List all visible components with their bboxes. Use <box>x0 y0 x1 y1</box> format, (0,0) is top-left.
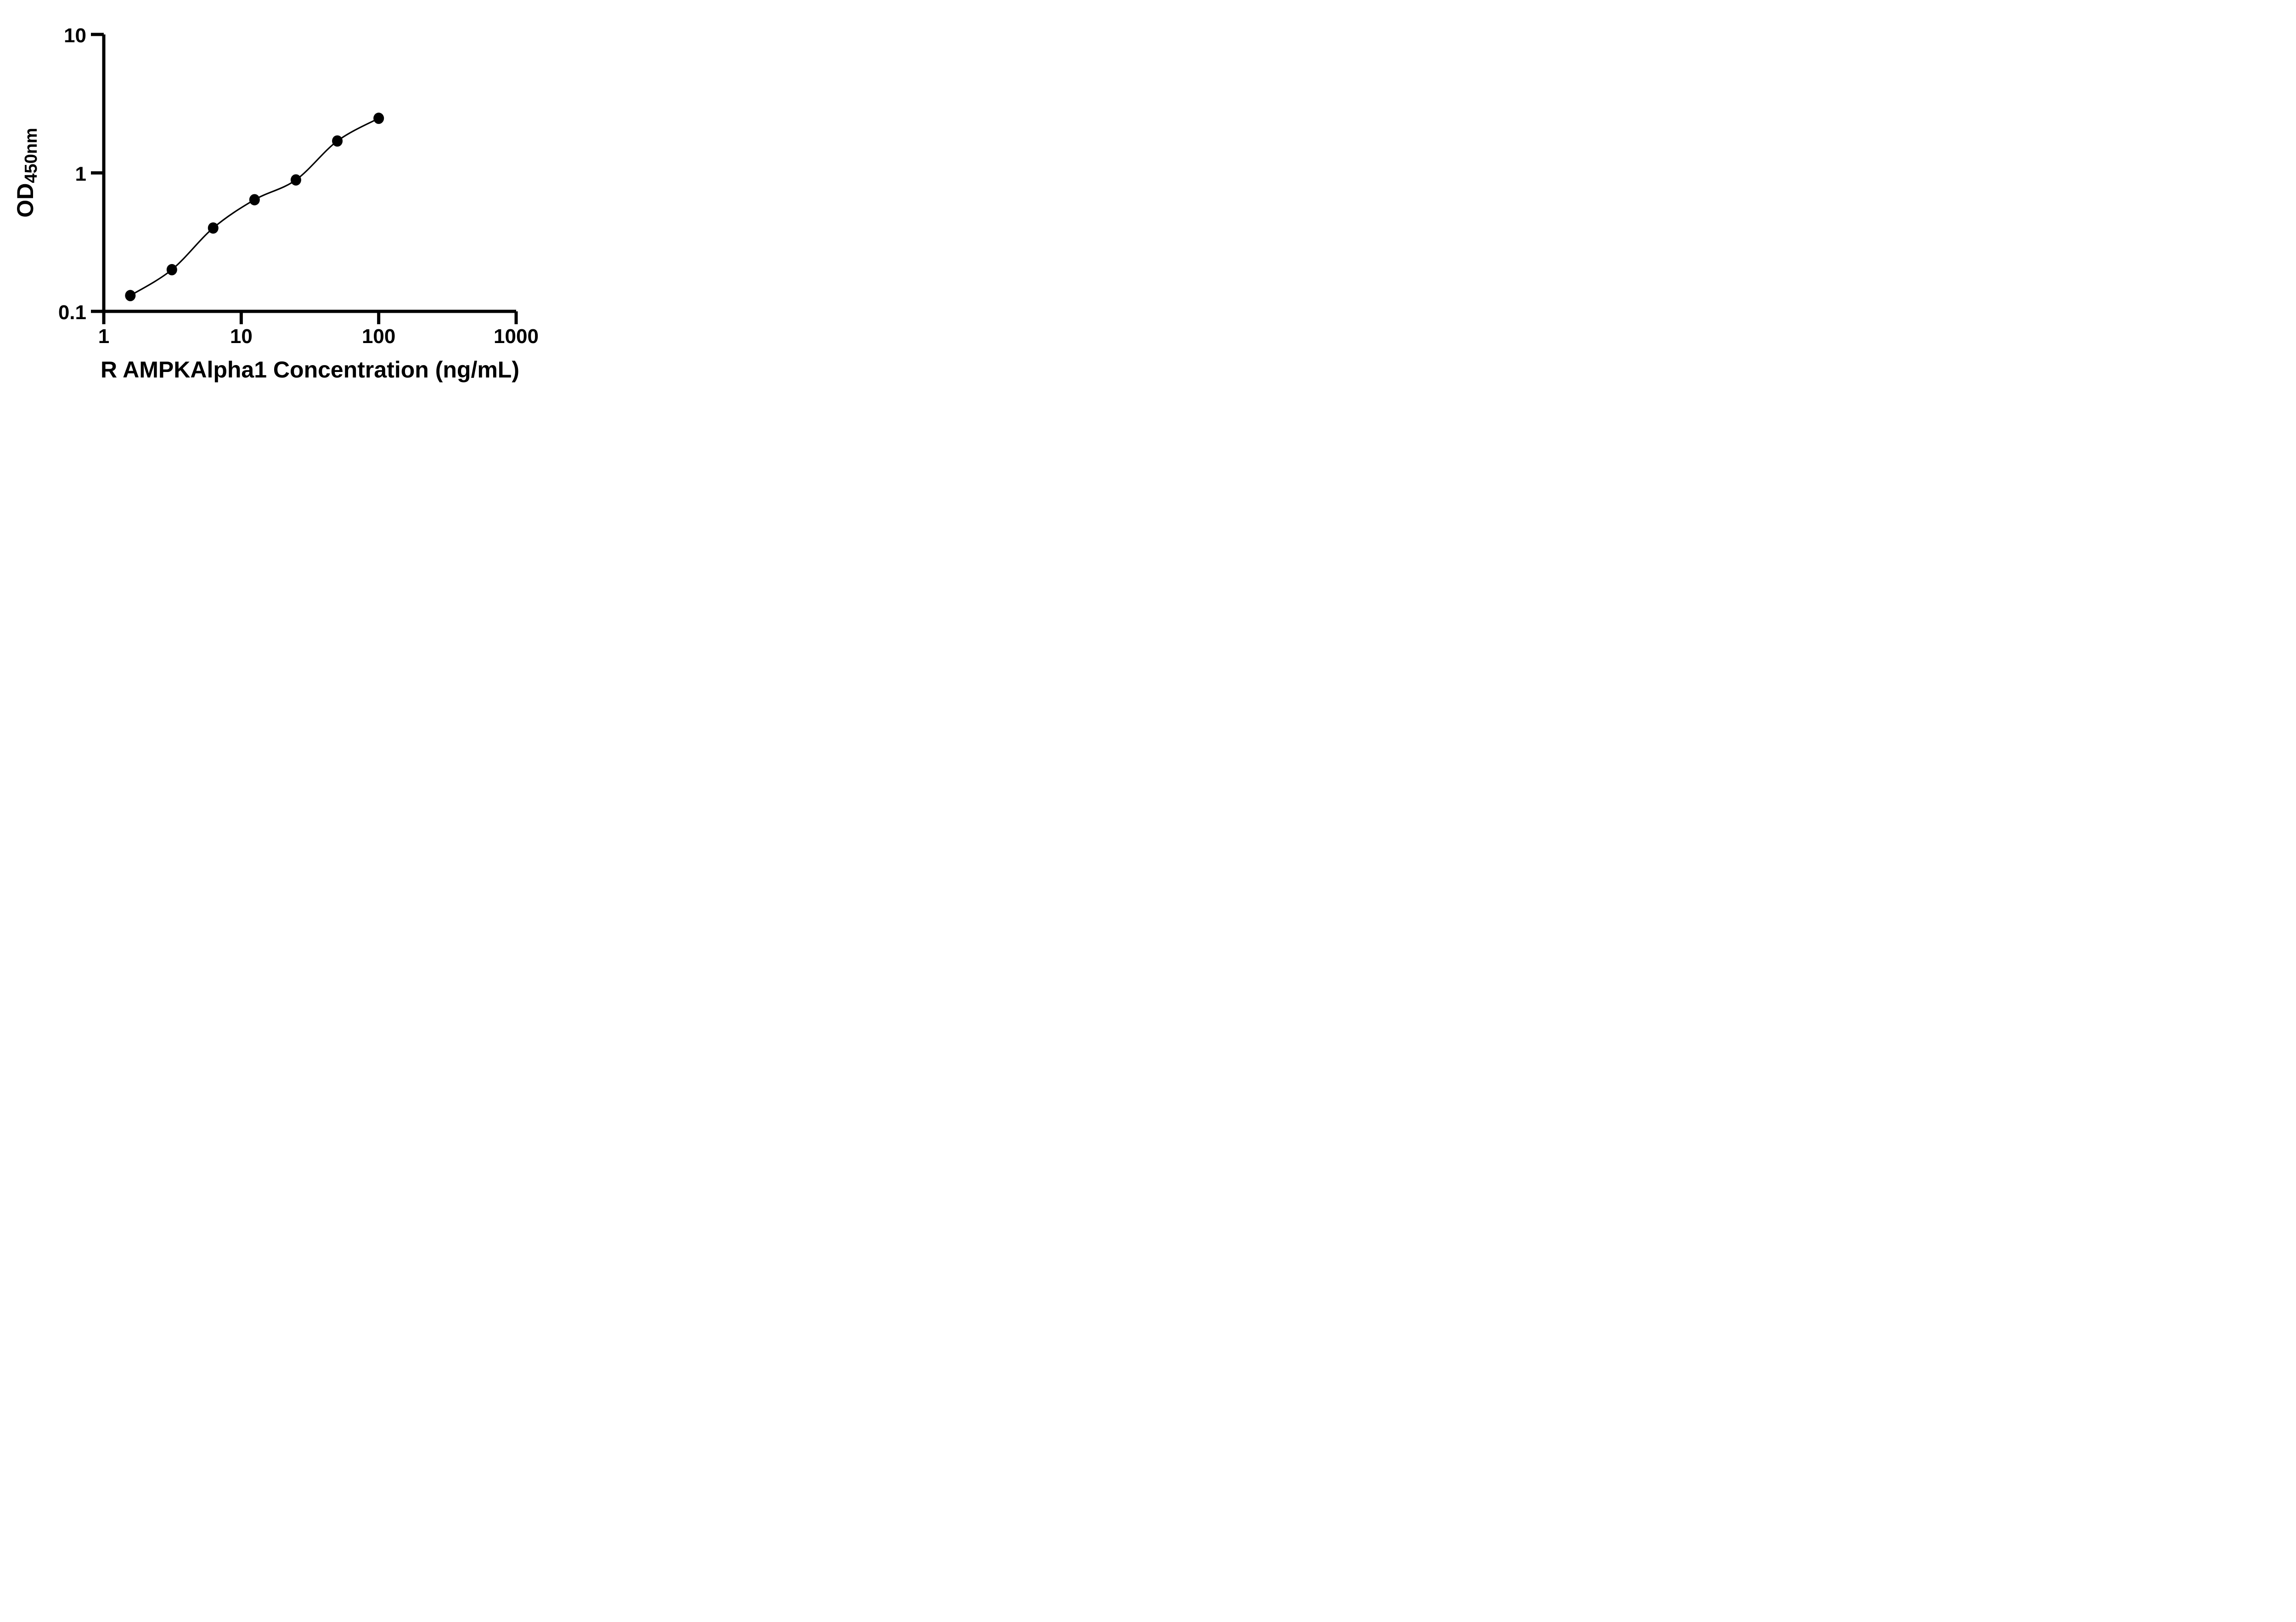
y-axis-title-main: OD <box>12 183 38 218</box>
y-tick-label: 0.1 <box>58 301 86 324</box>
data-point <box>208 222 219 234</box>
standard-curve-chart: 0.1 1 10 1 10 100 1000 OD450nm R AMPKAlpha1 Co… <box>12 24 539 383</box>
data-point <box>166 264 177 276</box>
data-point <box>290 174 301 186</box>
data-point <box>332 135 343 147</box>
x-tick-label: 1 <box>98 325 109 348</box>
y-tick-label: 1 <box>75 163 86 186</box>
data-point <box>373 113 384 124</box>
y-tick-label: 10 <box>64 24 86 47</box>
data-point <box>249 194 260 206</box>
plot-area: 0.1 1 10 1 10 100 1000 <box>58 24 539 348</box>
x-tick-label: 10 <box>230 325 253 348</box>
x-tick-label: 100 <box>362 325 395 348</box>
data-point <box>125 290 136 301</box>
y-axis-title: OD450nm <box>12 128 41 217</box>
y-axis-title-subscript: 450nm <box>22 128 41 183</box>
x-tick-label: 1000 <box>494 325 539 348</box>
x-axis-title: R AMPKAlpha1 Concentration (ng/mL) <box>101 357 519 383</box>
elisa-standard-curve-figure: 0.1 1 10 1 10 100 1000 OD450nm R AMPKAlpha1 Co… <box>0 0 580 406</box>
axis-frame <box>102 34 516 313</box>
